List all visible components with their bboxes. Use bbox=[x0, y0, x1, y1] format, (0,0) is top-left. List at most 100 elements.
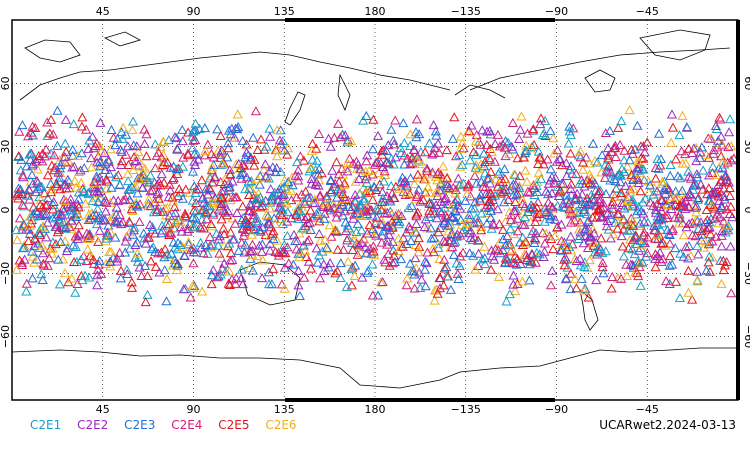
observation-marker bbox=[91, 171, 102, 181]
observation-marker bbox=[492, 129, 503, 139]
observation-marker bbox=[526, 203, 537, 213]
observation-marker bbox=[618, 215, 629, 225]
observation-marker bbox=[493, 271, 504, 281]
observation-marker bbox=[614, 139, 626, 149]
observation-marker bbox=[164, 224, 175, 234]
observation-marker bbox=[490, 138, 501, 148]
observation-marker bbox=[68, 256, 80, 267]
observation-marker bbox=[396, 210, 407, 221]
observation-marker bbox=[23, 235, 34, 246]
observation-marker bbox=[480, 181, 491, 191]
observation-marker bbox=[485, 205, 496, 215]
observation-marker bbox=[78, 185, 89, 196]
observation-marker bbox=[309, 197, 320, 207]
observation-marker bbox=[588, 238, 599, 248]
observation-marker bbox=[82, 244, 93, 254]
observation-marker bbox=[207, 177, 218, 187]
observation-marker bbox=[481, 139, 492, 149]
observation-marker bbox=[427, 149, 438, 159]
observation-marker bbox=[650, 162, 661, 172]
observation-marker bbox=[226, 274, 237, 284]
observation-marker bbox=[91, 157, 103, 167]
observation-marker bbox=[187, 166, 199, 176]
observation-marker bbox=[256, 134, 267, 144]
observation-marker bbox=[414, 241, 425, 251]
observation-marker bbox=[664, 278, 675, 288]
observation-marker bbox=[250, 106, 261, 116]
observation-marker bbox=[373, 168, 384, 178]
observation-marker bbox=[162, 202, 173, 212]
observation-marker bbox=[635, 280, 646, 290]
observation-marker bbox=[565, 183, 576, 194]
observation-marker bbox=[27, 273, 38, 283]
observation-marker bbox=[697, 184, 708, 194]
observation-marker bbox=[30, 122, 41, 132]
observation-marker bbox=[657, 178, 668, 188]
observation-marker bbox=[583, 292, 594, 302]
observation-marker bbox=[593, 204, 604, 214]
observation-marker bbox=[168, 211, 179, 221]
observation-marker bbox=[279, 262, 290, 272]
observation-marker bbox=[429, 295, 440, 305]
observation-marker bbox=[539, 238, 550, 248]
observation-marker bbox=[350, 197, 361, 207]
observation-marker bbox=[389, 139, 400, 149]
observation-marker bbox=[413, 247, 424, 257]
observation-marker bbox=[158, 206, 169, 216]
observation-marker bbox=[441, 173, 453, 183]
observation-marker bbox=[379, 254, 390, 264]
observation-marker bbox=[337, 210, 348, 220]
observation-marker bbox=[656, 238, 667, 248]
observation-marker bbox=[575, 152, 586, 162]
observation-marker bbox=[216, 145, 227, 155]
observation-marker bbox=[606, 283, 617, 293]
observation-marker bbox=[317, 200, 328, 210]
observation-marker bbox=[58, 206, 69, 216]
observation-marker bbox=[447, 211, 458, 221]
observation-marker bbox=[424, 197, 435, 207]
observation-marker bbox=[147, 185, 158, 195]
observation-marker bbox=[288, 259, 299, 269]
observation-marker bbox=[588, 138, 599, 148]
observation-marker bbox=[458, 178, 469, 188]
observation-marker bbox=[269, 218, 281, 228]
observation-marker bbox=[88, 183, 100, 193]
observation-marker bbox=[553, 190, 564, 200]
observation-marker bbox=[381, 145, 392, 155]
observation-marker bbox=[594, 194, 605, 204]
observation-marker bbox=[411, 209, 422, 219]
observation-marker bbox=[94, 172, 105, 182]
observation-marker bbox=[664, 260, 675, 270]
observation-marker bbox=[324, 220, 335, 230]
observation-marker bbox=[601, 221, 612, 231]
observation-marker bbox=[311, 243, 322, 253]
observation-marker bbox=[270, 167, 281, 177]
observation-marker bbox=[277, 205, 288, 215]
observation-marker bbox=[118, 195, 129, 205]
observation-marker bbox=[27, 251, 38, 261]
observation-marker bbox=[479, 241, 490, 251]
observation-marker bbox=[704, 266, 716, 276]
bottom-lon-tick-label: −90 bbox=[545, 403, 568, 416]
observation-marker bbox=[350, 176, 361, 186]
observation-marker bbox=[325, 205, 336, 215]
observation-marker bbox=[607, 229, 619, 239]
observation-marker bbox=[529, 189, 540, 200]
observation-marker bbox=[129, 222, 140, 232]
observation-marker bbox=[441, 261, 452, 272]
observation-marker bbox=[355, 210, 366, 220]
observation-marker bbox=[274, 184, 285, 194]
observation-marker bbox=[319, 234, 331, 244]
observation-marker bbox=[346, 280, 357, 290]
observation-marker bbox=[625, 259, 636, 269]
observation-marker bbox=[657, 195, 668, 205]
observation-marker bbox=[313, 128, 325, 138]
observation-marker bbox=[311, 143, 322, 153]
observation-marker bbox=[508, 279, 519, 289]
observation-marker bbox=[664, 251, 676, 261]
observation-marker bbox=[14, 126, 25, 136]
observation-marker bbox=[592, 205, 603, 215]
observation-marker bbox=[93, 196, 104, 206]
observation-marker bbox=[520, 238, 531, 248]
observation-marker bbox=[589, 155, 601, 165]
